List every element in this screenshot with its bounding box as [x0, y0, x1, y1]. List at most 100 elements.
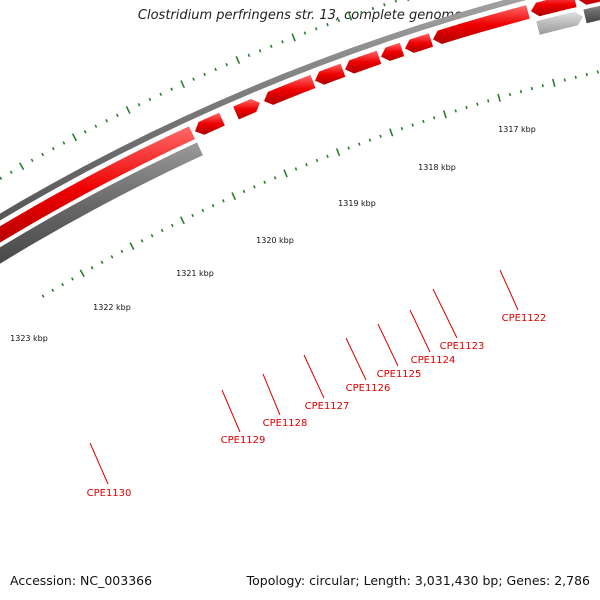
outer-minor-tick — [203, 72, 206, 77]
scale-label: 1319 kbp — [338, 199, 376, 208]
inner-major-tick — [497, 93, 501, 102]
gene-label[interactable]: CPE1122 — [502, 313, 547, 324]
backbone-arc — [0, 0, 527, 221]
gene-label[interactable]: CPE1128 — [263, 418, 308, 429]
outer-major-tick — [125, 106, 131, 114]
outer-major-tick — [235, 56, 241, 65]
outer-minor-tick — [105, 119, 109, 123]
leader-line — [377, 323, 399, 367]
outer-minor-tick — [394, 0, 398, 3]
inner-minor-tick — [253, 185, 256, 189]
inner-minor-tick — [400, 127, 404, 131]
outer-minor-tick — [337, 18, 341, 23]
inner-minor-tick — [120, 249, 124, 254]
inner-major-tick — [79, 269, 85, 278]
inner-minor-tick — [368, 138, 372, 142]
gene-feature[interactable] — [233, 99, 260, 120]
scale-label: 1318 kbp — [418, 163, 456, 172]
gene-label[interactable]: CPE1129 — [221, 435, 266, 446]
leader-line — [345, 337, 367, 381]
gene-feature-reverse[interactable] — [583, 2, 600, 24]
gene-label[interactable]: CPE1127 — [305, 401, 350, 412]
outer-major-tick — [348, 12, 353, 21]
gene-feature-reverse[interactable] — [536, 11, 583, 35]
leader-line — [221, 389, 241, 433]
gene-label[interactable]: CPE1130 — [87, 488, 132, 499]
inner-minor-tick — [432, 116, 436, 120]
inner-minor-tick — [530, 86, 534, 91]
inner-minor-tick — [596, 70, 599, 74]
gene-label[interactable]: CPE1125 — [377, 369, 422, 380]
inner-major-tick — [442, 110, 447, 119]
inner-minor-tick — [70, 277, 74, 281]
gene-labels[interactable]: CPE1122 CPE1123 CPE1124 CPE1125 CPE1126 CPE11… — [87, 313, 547, 499]
inner-minor-tick — [90, 266, 94, 270]
genome-summary: Topology: circular; Length: 3,031,430 bp… — [246, 573, 590, 588]
inner-minor-tick — [110, 255, 114, 259]
inner-major-tick — [231, 192, 237, 201]
inner-minor-tick — [61, 282, 65, 287]
outer-minor-tick — [281, 40, 284, 44]
outer-minor-tick — [225, 63, 229, 67]
inner-minor-tick — [465, 105, 468, 110]
gene-feature[interactable] — [433, 5, 530, 44]
outer-minor-tick — [62, 141, 66, 145]
inner-major-tick — [179, 216, 185, 225]
inner-minor-tick — [379, 134, 382, 138]
outer-minor-tick — [41, 152, 45, 157]
gene-feature[interactable] — [0, 126, 195, 252]
inner-minor-tick — [519, 89, 523, 94]
leader-line — [409, 309, 431, 353]
outer-major-tick — [18, 162, 25, 171]
gene-label[interactable]: CPE1123 — [440, 341, 485, 352]
inner-major-tick — [551, 78, 556, 87]
inner-minor-tick — [508, 92, 512, 97]
scale-label: 1322 kbp — [93, 303, 131, 312]
gene-feature[interactable] — [345, 50, 382, 74]
inner-minor-tick — [273, 176, 277, 180]
inner-major-tick — [283, 169, 288, 178]
gene-feature[interactable] — [531, 0, 577, 17]
gene-feature-reverse[interactable] — [0, 142, 203, 274]
outer-minor-tick — [116, 113, 119, 118]
scale-labels: 1317 kbp 1318 kbp 1319 kbp 1320 kbp 1321 kbp… — [10, 125, 536, 343]
inner-major-tick — [389, 128, 394, 137]
inner-minor-tick — [326, 154, 329, 158]
gene-features[interactable] — [0, 0, 600, 274]
leader-line — [432, 288, 458, 339]
gene-feature[interactable] — [405, 33, 434, 53]
outer-minor-tick — [51, 147, 55, 151]
inner-minor-tick — [150, 233, 154, 238]
outer-minor-tick — [214, 67, 217, 72]
scale-label: 1320 kbp — [256, 236, 294, 245]
gene-feature[interactable] — [195, 112, 225, 135]
inner-minor-tick — [211, 203, 215, 208]
inner-major-tick — [335, 148, 341, 157]
outer-major-tick — [407, 0, 410, 2]
gene-label[interactable]: CPE1124 — [411, 355, 456, 366]
genome-backbone — [0, 0, 527, 221]
gene-feature[interactable] — [578, 0, 600, 5]
inner-minor-tick — [100, 260, 104, 264]
gene-feature[interactable] — [315, 63, 346, 85]
inner-minor-tick — [201, 208, 205, 213]
outer-minor-tick — [314, 27, 318, 31]
inner-minor-tick — [263, 180, 267, 184]
outer-minor-tick — [326, 22, 329, 27]
inner-minor-tick — [160, 228, 164, 233]
gene-label[interactable]: CPE1126 — [346, 383, 391, 394]
gene-feature[interactable] — [264, 74, 316, 105]
inner-minor-tick — [358, 142, 361, 146]
inner-minor-tick — [41, 294, 45, 298]
outer-minor-tick — [170, 87, 174, 91]
gene-feature[interactable] — [381, 42, 405, 61]
outer-minor-tick — [383, 3, 386, 7]
inner-minor-tick — [191, 213, 195, 218]
inner-minor-tick — [476, 102, 479, 106]
outer-minor-tick — [192, 77, 195, 81]
inner-minor-tick — [315, 158, 319, 163]
genome-title: Clostridium perfringens str. 13, complet… — [137, 8, 463, 23]
outer-minor-tick — [371, 6, 375, 11]
outer-minor-tick — [137, 102, 141, 107]
